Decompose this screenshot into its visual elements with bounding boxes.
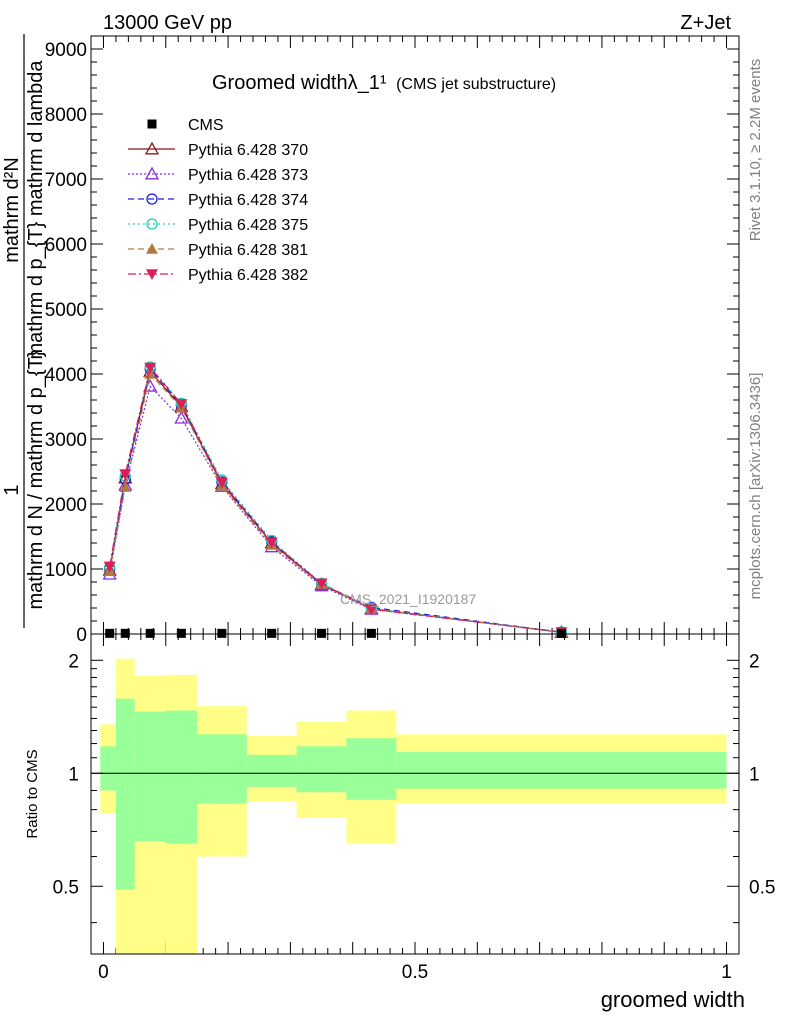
ratio-band-inner xyxy=(196,734,247,804)
data-point-cms xyxy=(176,628,186,638)
data-point-s382 xyxy=(119,469,132,481)
chart-title: Groomed widthλ_1¹ (CMS jet substructure) xyxy=(212,72,556,94)
y-tick-label: 6000 xyxy=(45,235,87,256)
legend-label-s374: Pythia 6.428 374 xyxy=(188,192,308,209)
data-point-cms xyxy=(366,628,376,638)
data-point-s381 xyxy=(119,481,132,492)
data-point-s373 xyxy=(143,379,158,392)
legend-marker-s381 xyxy=(146,243,158,254)
ratio-band-inner xyxy=(296,746,347,793)
legend-label-s381: Pythia 6.428 381 xyxy=(188,242,308,259)
data-point-s382 xyxy=(315,578,328,590)
ratio-band-inner xyxy=(134,711,166,842)
legend-marker-s382 xyxy=(146,269,158,280)
y-tick-label: 5000 xyxy=(45,300,87,321)
rivet-label: Rivet 3.1.10, ≥ 2.2M events xyxy=(747,59,764,242)
data-point-cms xyxy=(217,628,227,638)
ratio-tick-label-right: 0.5 xyxy=(749,877,775,898)
data-point-cms xyxy=(556,628,566,638)
y-tick-label: 8000 xyxy=(45,105,87,126)
data-point-s382 xyxy=(175,399,188,410)
ratio-tick-label: 2 xyxy=(68,651,79,672)
ratio-band-inner xyxy=(115,698,135,890)
data-point-cms xyxy=(105,628,115,638)
data-point-cms xyxy=(267,628,277,638)
ratio-band-inner xyxy=(165,710,197,844)
ratio-band-inner xyxy=(100,746,116,791)
ratio-y-axis-label: Ratio to CMS xyxy=(24,749,41,838)
process-label: Z+Jet xyxy=(680,12,731,34)
legend-marker-s373 xyxy=(144,166,160,180)
legend-marker-s374 xyxy=(146,193,158,205)
mcplots-label: mcplots.cern.ch [arXiv:1306.3436] xyxy=(747,373,764,600)
data-point-s382 xyxy=(215,477,228,489)
x-tick-label: 0 xyxy=(98,962,109,983)
main-plot: 0 1000 2000 3000 4000 5000 6000 7000 8000 9000 xyxy=(45,36,740,646)
x-tick-label: 0.5 xyxy=(402,962,428,983)
chart-title-suffix: (CMS jet substructure) xyxy=(396,76,556,93)
chart-title-main: Groomed widthλ_1¹ xyxy=(212,72,387,94)
x-tick-label: 1 xyxy=(721,962,732,983)
ratio-tick-label: 0.5 xyxy=(53,877,79,898)
legend: CMS Pythia 6.428 370 Pythia 6.428 373 Pythi… xyxy=(128,117,308,284)
data-point-s373 xyxy=(174,410,189,424)
data-point-cms xyxy=(145,628,155,638)
ratio-tick-label: 1 xyxy=(68,764,79,785)
legend-label-s375: Pythia 6.428 375 xyxy=(188,217,308,234)
data-point-cms xyxy=(317,628,327,638)
ylabel-numerator-top: mathrm d²N xyxy=(1,157,23,263)
legend-marker-s375 xyxy=(146,218,158,230)
ylabel-denominator: mathrm d N / mathrm d p_{T} xyxy=(25,350,47,609)
ratio-tick-label-right: 1 xyxy=(749,764,760,785)
legend-marker-s370 xyxy=(144,141,160,155)
data-point-s382 xyxy=(365,604,378,616)
ratio-tick-label-right: 2 xyxy=(749,651,760,672)
y-tick-label: 4000 xyxy=(45,365,87,386)
legend-marker-cms xyxy=(147,119,157,129)
ylabel-numerator-bottom: mathrm d p_{T} mathrm d lambda xyxy=(25,60,47,360)
energy-label: 13000 GeV pp xyxy=(103,12,232,34)
ylabel-prefactor: 1 xyxy=(1,484,23,495)
analysis-watermark: CMS_2021_I1920187 xyxy=(340,591,476,607)
y-tick-label: 1000 xyxy=(45,560,87,581)
data-point-cms xyxy=(120,628,130,638)
main-y-axis-label: mathrm d²N mathrm d p_{T} mathrm d lambd… xyxy=(1,34,47,628)
data-point-s382 xyxy=(144,362,157,374)
legend-label-s373: Pythia 6.428 373 xyxy=(188,167,308,184)
y-tick-label: 2000 xyxy=(45,495,87,516)
legend-label-s370: Pythia 6.428 370 xyxy=(188,142,308,159)
ratio-band-inner xyxy=(396,751,727,789)
data-point-s382 xyxy=(103,561,116,573)
y-tick-label: 3000 xyxy=(45,430,87,451)
data-point-s382 xyxy=(265,537,278,549)
y-tick-label: 9000 xyxy=(45,40,87,61)
x-axis-label: groomed width xyxy=(601,987,745,1012)
ratio-band-inner xyxy=(346,738,397,800)
legend-label-cms: CMS xyxy=(188,117,224,134)
ratio-plot-frame xyxy=(90,633,740,955)
y-tick-label: 0 xyxy=(76,625,87,646)
series-line-s381 xyxy=(109,372,562,633)
legend-label-s382: Pythia 6.428 382 xyxy=(188,267,308,284)
ratio-plot: 0 0.5 1 0.5 0.5 1 1 2 2 xyxy=(53,634,775,983)
ratio-band-inner xyxy=(246,754,297,787)
y-tick-label: 7000 xyxy=(45,170,87,191)
